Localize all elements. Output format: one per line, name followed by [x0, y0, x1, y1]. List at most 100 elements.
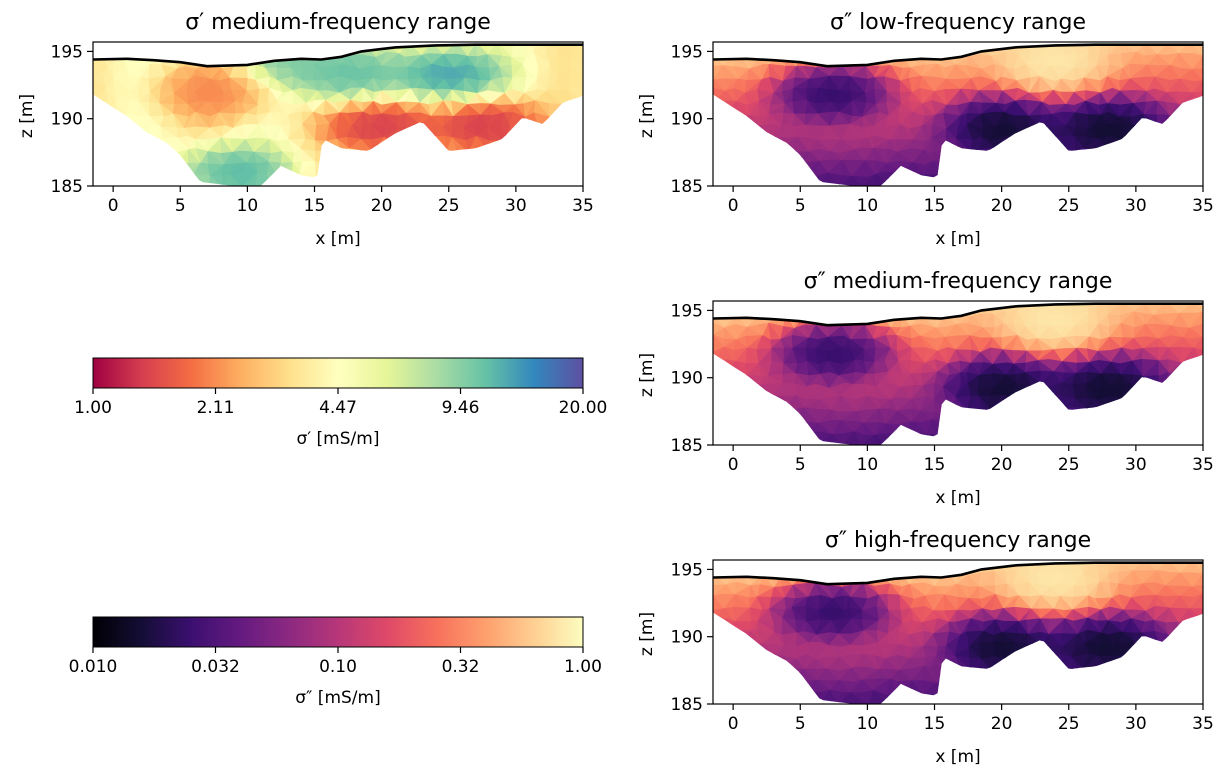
mesh-cell	[735, 652, 748, 670]
mesh-cell	[725, 679, 739, 696]
mesh-cell	[1071, 667, 1089, 683]
surface-line	[712, 302, 1203, 327]
mesh-cell	[512, 160, 527, 175]
mesh-cell	[149, 44, 161, 53]
mesh-cell	[1108, 692, 1123, 704]
colorbar-label: σ′ [mS/m]	[297, 429, 380, 449]
mesh-cell	[785, 303, 798, 315]
mesh-cell	[873, 44, 888, 52]
mesh-cell	[1193, 148, 1203, 165]
mesh-cell	[1039, 135, 1055, 152]
mesh-cell	[1189, 679, 1203, 695]
mesh-cell	[993, 678, 1007, 694]
mesh-cell	[864, 562, 877, 572]
mesh-cell	[738, 125, 747, 140]
mesh-cell	[1026, 422, 1043, 436]
mesh-cell	[745, 642, 763, 658]
axes: 0 5 10 15 20 25 30 35 185 190 195	[671, 41, 1214, 216]
mesh-cell	[1188, 408, 1203, 420]
mesh-cell	[1158, 655, 1171, 667]
mesh-cell	[1050, 147, 1066, 164]
mesh-cell	[558, 173, 570, 187]
mesh-cell	[1180, 113, 1191, 129]
mesh-cell	[1121, 409, 1133, 423]
mesh-cell	[1129, 694, 1144, 704]
mesh-cell	[128, 159, 143, 176]
mesh-cell	[735, 406, 747, 420]
mesh-cell	[93, 111, 105, 125]
mesh-cell	[1119, 138, 1135, 153]
mesh-cell	[925, 44, 938, 57]
mesh-cell	[769, 135, 785, 149]
x-tick-label: 0	[728, 196, 739, 216]
mesh-cell	[1108, 681, 1126, 694]
mesh-cell	[924, 44, 938, 57]
panel-title: σ″ medium-frequency range	[804, 269, 1113, 294]
mesh-cell	[1028, 135, 1041, 152]
mesh-cell	[1123, 679, 1136, 696]
mesh-cell	[287, 44, 306, 57]
mesh-cell	[464, 160, 479, 175]
mesh-cell	[255, 44, 272, 58]
mesh-cell	[780, 431, 798, 445]
mesh-cell	[1070, 172, 1088, 187]
mesh-cell	[713, 161, 729, 177]
mesh-cell	[523, 126, 539, 140]
mesh-cell	[1013, 396, 1028, 413]
mesh-cell	[725, 692, 735, 704]
heatmap	[712, 561, 1203, 704]
mesh-cell	[991, 668, 1006, 682]
mesh-cell	[1166, 421, 1183, 436]
mesh-cell	[839, 303, 854, 315]
mesh-cell	[791, 433, 806, 445]
mesh-cell	[326, 44, 341, 57]
mesh-cell	[1110, 148, 1120, 164]
mesh	[713, 303, 1203, 445]
mesh-cell	[749, 149, 761, 165]
mesh-cell	[357, 149, 374, 163]
mesh-cell	[745, 374, 763, 385]
mesh-cell	[943, 159, 961, 178]
mesh-cell	[380, 150, 400, 165]
mesh-cell	[946, 692, 959, 704]
mesh-cell	[815, 570, 833, 583]
mesh-cell	[337, 44, 349, 57]
mesh-cell	[101, 147, 116, 164]
mesh-cell	[779, 171, 797, 187]
mesh-cell	[188, 44, 198, 55]
mesh-cell	[725, 434, 737, 445]
mesh-cell	[93, 149, 107, 161]
mesh-cell	[1006, 151, 1018, 162]
mesh-cell	[1165, 381, 1179, 399]
mesh-cell	[713, 628, 725, 643]
axes-frame	[712, 300, 1204, 446]
mesh-cell	[548, 160, 564, 175]
mesh-cell	[748, 383, 762, 399]
mesh-cell	[756, 171, 773, 187]
mesh-cell	[441, 159, 459, 178]
mesh-cell	[487, 150, 504, 163]
mesh-cell	[159, 44, 174, 58]
mesh-cell	[1143, 665, 1160, 683]
mesh-cell	[128, 161, 143, 175]
mesh-cell	[1107, 433, 1120, 445]
mesh-cell	[1013, 398, 1032, 413]
mesh-cell	[544, 136, 558, 154]
mesh-cell	[910, 44, 927, 57]
mesh-cell	[1097, 669, 1110, 683]
mesh-cell	[1061, 677, 1076, 692]
mesh-cell	[536, 173, 550, 187]
mesh-cell	[852, 303, 867, 316]
mesh-cell	[1190, 149, 1203, 166]
mesh-cell	[936, 44, 947, 56]
mesh-cell	[745, 124, 762, 140]
mesh-cell	[954, 407, 968, 421]
mesh-cell	[725, 693, 737, 704]
mesh-cell	[160, 162, 177, 172]
mesh-cell	[781, 562, 795, 575]
mesh-cell	[944, 410, 961, 421]
mesh-cell	[1177, 137, 1191, 152]
mesh-cell	[1166, 397, 1181, 409]
mesh-cell	[1180, 126, 1191, 141]
mesh-cell	[744, 410, 762, 423]
